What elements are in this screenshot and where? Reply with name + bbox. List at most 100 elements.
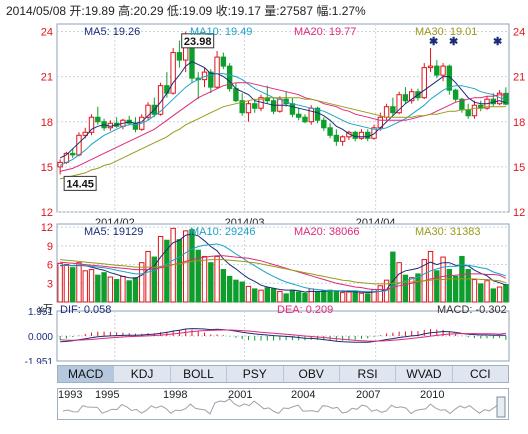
volume-bar [377, 285, 384, 303]
price-ma-legend: MA10: 19.49 [190, 26, 252, 38]
info-change: 1.27% [331, 4, 366, 18]
volume-ma20-line [60, 255, 507, 290]
volume-bar [132, 277, 139, 303]
event-marker-icon: ✱ [449, 36, 458, 48]
volume-bar [182, 230, 189, 303]
volume-bar [245, 285, 252, 303]
candle-body [239, 100, 245, 114]
tab-obv[interactable]: OBV [284, 366, 340, 382]
volume-bar [333, 290, 340, 303]
event-marker-icon: ✱ [493, 36, 502, 48]
candle-body [289, 103, 296, 115]
volume-bar [63, 264, 70, 303]
info-high: 20.29 [133, 4, 164, 18]
candle-body [176, 52, 183, 61]
volume-bar [157, 235, 164, 303]
volume-bar [270, 288, 277, 303]
volume-bar [408, 277, 415, 303]
volume-bar [490, 288, 497, 303]
info-volume-label: 量: [264, 4, 280, 18]
volume-bar [252, 288, 258, 303]
candle-body [233, 88, 239, 102]
history-timeline[interactable]: 1993 1995 1998 2001 2004 2007 2010 [57, 388, 509, 420]
candle-body [358, 131, 365, 139]
candle-body [352, 131, 358, 139]
volume-bar [139, 262, 145, 303]
info-low: 19.09 [182, 4, 213, 18]
tab-kdj[interactable]: KDJ [114, 366, 171, 382]
tab-wvad[interactable]: WVAD [396, 366, 453, 382]
candle-body [371, 127, 377, 139]
candle-body [408, 91, 415, 102]
volume-bar [346, 291, 352, 303]
info-open: 19.89 [84, 4, 115, 18]
indicator-tabs: MACD KDJ BOLL PSY OBV RSI WVAD CCI [57, 365, 509, 383]
candle-body [95, 116, 101, 123]
volume-ma-legend: MA10: 29246 [190, 226, 255, 238]
volume-bar [239, 281, 245, 303]
volume-bar [321, 290, 327, 303]
candle-body [452, 89, 459, 100]
price-ma10-line [59, 73, 507, 166]
candle-body [383, 106, 390, 118]
timeline-year: 2007 [356, 389, 381, 401]
tab-cci[interactable]: CCI [469, 367, 491, 381]
candle-body [69, 152, 76, 156]
tab-boll[interactable]: BOLL [171, 366, 228, 382]
price-axis-label-right: 24 [513, 27, 525, 39]
price-axis-label-left: 15 [41, 162, 53, 174]
candle-body [327, 127, 333, 136]
volume-bar [390, 251, 396, 303]
macd-legend: MACD: -0.302 [437, 304, 507, 316]
info-high-label: 高: [118, 4, 134, 18]
volume-bar [277, 290, 283, 303]
volume-bar [339, 292, 346, 303]
candle-body [421, 67, 427, 99]
volume-bar [95, 274, 101, 303]
volume-bar [295, 291, 302, 303]
volume-bar [496, 286, 503, 303]
volume-bar [145, 250, 151, 303]
macd-legend: DEA: 0.209 [277, 304, 333, 316]
candle-body [365, 131, 371, 139]
volume-bar [69, 267, 76, 303]
candle-body [390, 106, 396, 114]
volume-axis-label: 6 [47, 260, 53, 272]
high-annotation-label: 23.98 [184, 36, 212, 48]
event-marker-icon: ✱ [429, 36, 438, 48]
volume-bar [164, 239, 170, 303]
volume-ma30-line [60, 259, 507, 285]
info-open-label: 开: [69, 4, 85, 18]
price-axis-label-left: 21 [41, 72, 53, 84]
candle-body [270, 100, 277, 112]
volume-axis-label: 12 [41, 222, 53, 234]
volume-bar [126, 280, 132, 303]
timeline-handle[interactable] [496, 396, 506, 418]
volume-bar [302, 292, 308, 303]
low-annotation-box [63, 175, 97, 191]
price-axis-label-left: 12 [41, 207, 53, 219]
volume-bar [484, 280, 490, 303]
volume-bar [220, 269, 227, 303]
tab-rsi[interactable]: RSI [340, 366, 397, 382]
tab-psy[interactable]: PSY [227, 366, 284, 382]
volume-bar [289, 289, 296, 303]
volume-bar [452, 275, 459, 303]
price-ma-legend: MA20: 19.77 [294, 26, 356, 38]
volume-bar [478, 283, 484, 303]
price-ma-legend: MA30: 19.01 [415, 26, 477, 38]
volume-bar [427, 250, 434, 303]
volume-bar [352, 290, 358, 303]
macd-dif-line [60, 328, 506, 343]
volume-bar [107, 276, 114, 303]
price-ma30-line [59, 97, 506, 180]
candle-body [434, 65, 440, 76]
timeline-sparkline [62, 396, 506, 418]
candle-body [440, 65, 446, 76]
volume-bar [82, 270, 88, 303]
tab-macd[interactable]: MACD [58, 366, 115, 382]
volume-bar [471, 279, 478, 303]
volume-ma-legend: MA5: 19129 [84, 226, 143, 238]
macd-axis-label: -1.951 [25, 357, 54, 364]
